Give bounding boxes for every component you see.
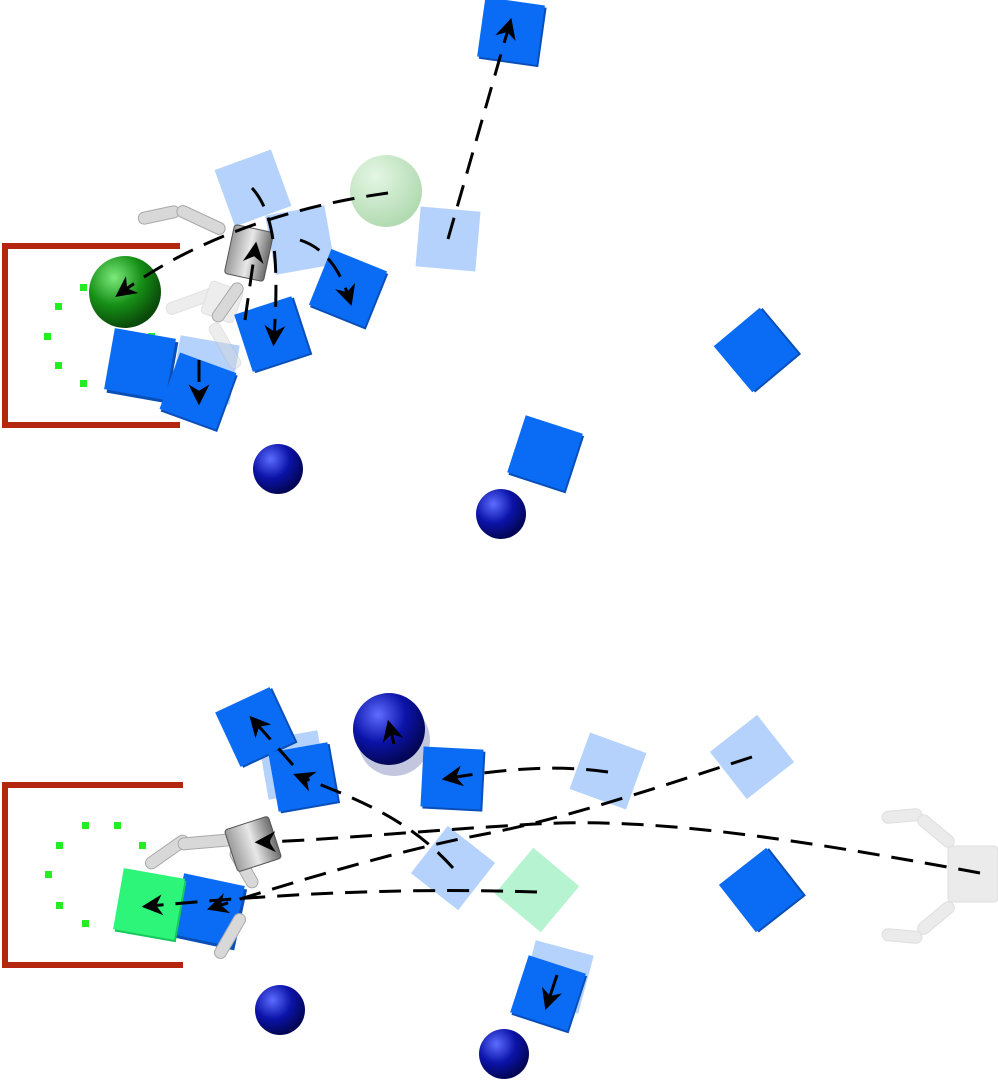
gripper-finger bbox=[881, 928, 923, 944]
target-sphere-ghost bbox=[350, 155, 422, 227]
goal-region-bracket bbox=[2, 782, 183, 968]
gripper-body bbox=[224, 816, 282, 872]
trajectory-arrow bbox=[242, 241, 264, 321]
gripper-finger bbox=[208, 322, 242, 370]
goal-marker-dot bbox=[80, 284, 87, 291]
highlight-block bbox=[113, 868, 187, 943]
gripper-finger bbox=[917, 814, 955, 848]
trajectory-arrow bbox=[115, 191, 389, 297]
goal-marker-dot bbox=[82, 920, 89, 927]
goal-marker-dot bbox=[45, 871, 52, 878]
block bbox=[713, 307, 802, 393]
goal-marker-dot bbox=[80, 380, 87, 387]
trajectory-arrow bbox=[441, 765, 609, 787]
gripper-body bbox=[224, 224, 274, 282]
trajectories bbox=[141, 715, 981, 1010]
trajectories bbox=[115, 17, 516, 406]
trajectory-arrow bbox=[254, 821, 981, 875]
trajectory-arrow bbox=[249, 715, 295, 766]
bottom-panel bbox=[2, 687, 998, 1079]
gripper-finger bbox=[214, 913, 246, 959]
trajectory-arrow bbox=[141, 889, 538, 916]
gripper-finger bbox=[917, 901, 955, 935]
obstacle-sphere bbox=[253, 444, 303, 494]
goal-marker-dot bbox=[55, 303, 62, 310]
goal-marker-dot bbox=[56, 902, 63, 909]
ghost-gripper bbox=[165, 280, 244, 370]
ghost-gripper bbox=[881, 808, 998, 944]
gripper-finger bbox=[165, 285, 225, 315]
gripper-finger bbox=[881, 808, 923, 824]
trajectory-arrow bbox=[382, 719, 404, 745]
gripper-body bbox=[947, 845, 998, 903]
target-sphere bbox=[89, 256, 161, 328]
goal-marker-dot bbox=[44, 333, 51, 340]
trajectory-arrow bbox=[542, 974, 562, 1010]
obstacle-sphere bbox=[476, 489, 526, 539]
highlight-block-ghost bbox=[494, 847, 580, 933]
top-panel bbox=[2, 0, 802, 539]
trajectory-arrow bbox=[206, 755, 753, 914]
trajectory-arrow bbox=[446, 17, 516, 240]
trajectory-arrow bbox=[299, 238, 356, 306]
gripper-finger bbox=[137, 205, 181, 225]
goal-marker-dot bbox=[82, 822, 89, 829]
block bbox=[104, 328, 179, 404]
goal-region-bracket bbox=[2, 243, 180, 428]
goal-markers bbox=[45, 822, 146, 927]
block bbox=[507, 415, 585, 494]
goal-marker-dot bbox=[56, 842, 63, 849]
block bbox=[477, 0, 547, 68]
obstacle-sphere bbox=[479, 1029, 529, 1079]
gripper-finger bbox=[211, 282, 244, 323]
goal-marker-dot bbox=[55, 362, 62, 369]
block bbox=[718, 847, 806, 933]
goal-marker-dot bbox=[114, 822, 121, 829]
trajectory-arrow bbox=[293, 771, 455, 870]
trajectory-arrow bbox=[250, 186, 286, 347]
gripper bbox=[144, 816, 282, 959]
gripper-finger bbox=[176, 205, 226, 235]
goal-marker-dot bbox=[139, 842, 146, 849]
block bbox=[420, 746, 486, 812]
obstacle-sphere bbox=[255, 985, 305, 1035]
